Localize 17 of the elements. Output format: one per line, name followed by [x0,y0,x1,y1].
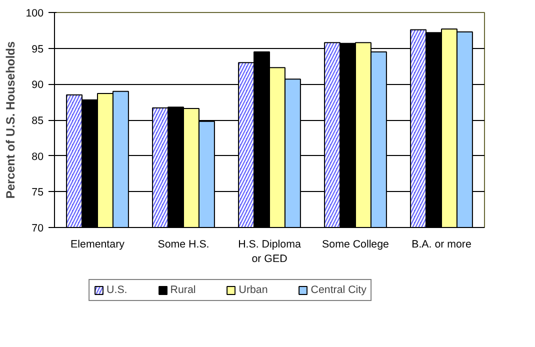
y-tick-label: 80 [32,150,44,163]
legend-label: U.S. [106,284,128,296]
legend-label: Urban [238,284,268,296]
x-tick-label: H.S. Diploma or GED [238,238,301,265]
legend-label: Central City [310,284,366,296]
y-tick-label: 85 [32,115,44,127]
y-tick-label: 95 [32,43,44,56]
x-tick-label: Elementary [70,238,126,250]
y-axis-title: Percent of U.S. Households [4,40,18,199]
legend-label: Rural [170,284,196,296]
y-tick-label: 90 [32,79,44,92]
x-tick-label: B.A. or more [412,238,472,250]
y-tick-label: 75 [32,186,44,199]
y-tick-label: 100 [26,8,44,20]
x-tick-label: Some College [322,238,390,250]
y-tick-label: 70 [32,222,44,234]
x-tick-label: Some H.S. [158,238,210,250]
